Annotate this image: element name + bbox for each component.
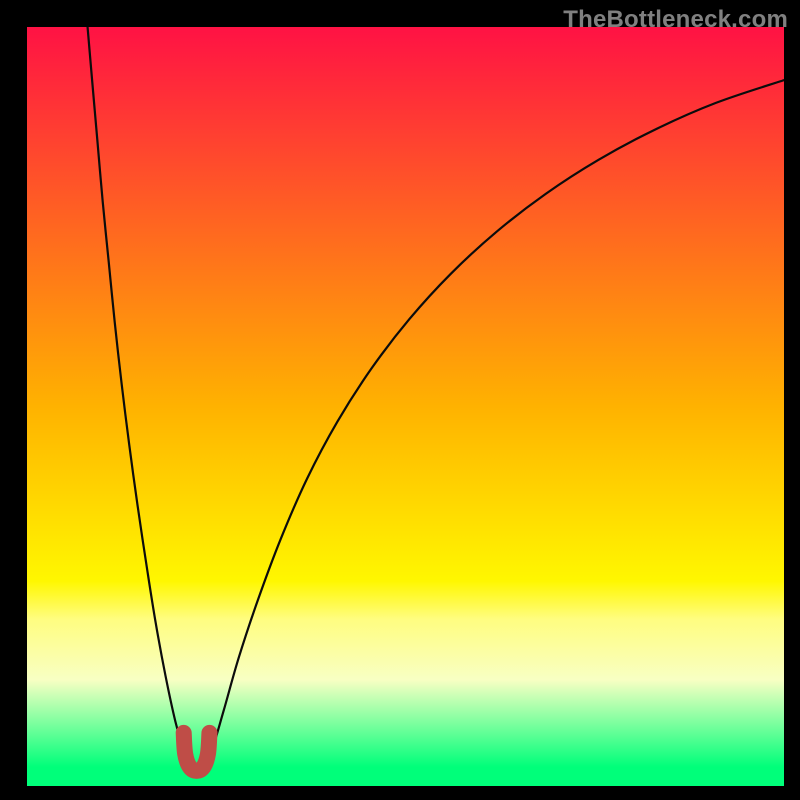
chart-stage: TheBottleneck.com xyxy=(0,0,800,800)
right-branch xyxy=(205,80,784,762)
watermark-text: TheBottleneck.com xyxy=(563,6,788,34)
valley-u-shape xyxy=(184,733,210,771)
curve-layer xyxy=(27,27,784,786)
plot-area xyxy=(27,27,784,786)
left-branch xyxy=(88,27,189,762)
